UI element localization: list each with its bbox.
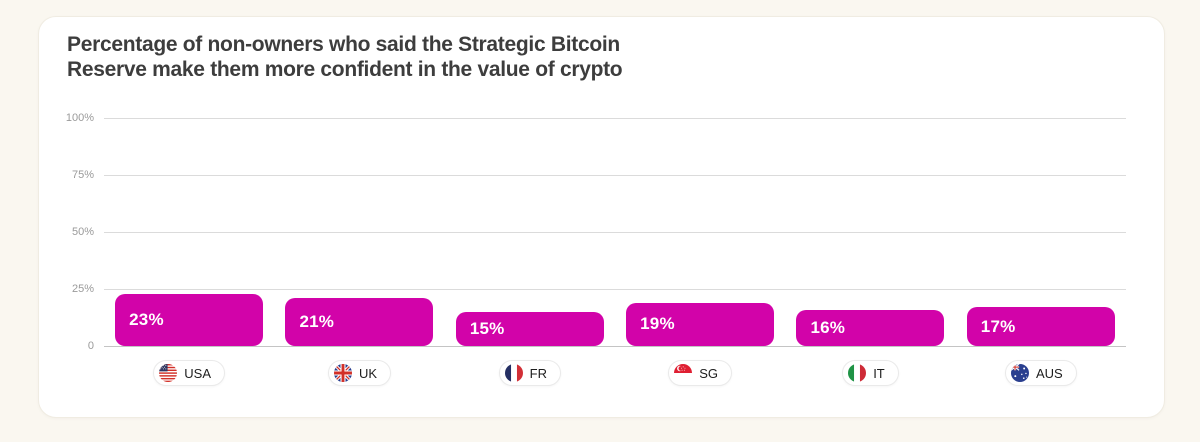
y-tick-label-50: 50% [71, 226, 94, 238]
flag-aus-icon [1010, 364, 1029, 382]
flag-fr-icon [504, 364, 523, 382]
y-tick-label-75: 75% [71, 169, 94, 181]
chart-title-line-2: Reserve make them more confident in the … [67, 58, 623, 82]
chart-title-line-1: Percentage of non-owners who said the St… [67, 33, 620, 56]
flag-usa-icon [159, 364, 178, 382]
bar-slot-uk: 21% [274, 118, 444, 346]
bar-slot-fr: 15% [445, 118, 615, 346]
chart-card: Percentage of non-owners who said the St… [38, 16, 1165, 418]
gridline-50 [104, 232, 1126, 233]
y-tick-label-100: 100% [65, 112, 94, 124]
gridline-75 [104, 175, 1126, 176]
bars-row: 23% 21% 15% 19% 16% 17% [104, 118, 1126, 346]
bar-slot-aus: 17% [956, 118, 1126, 346]
bar-sg: 19% [626, 302, 775, 346]
bar-value-label-aus: 17% [980, 316, 1016, 336]
gridline-0 [104, 346, 1126, 347]
gridline-25 [104, 289, 1126, 290]
pill-slot-aus: AUS [956, 360, 1126, 386]
pill-slot-fr: FR [445, 360, 615, 386]
pill-slot-uk: UK [274, 360, 444, 386]
gridline-100 [104, 118, 1126, 119]
category-pill-it: IT [842, 360, 899, 386]
category-pill-label-it: IT [873, 365, 885, 381]
bar-uk: 21% [285, 298, 434, 346]
category-pill-label-aus: AUS [1035, 365, 1063, 381]
category-pill-aus: AUS [1004, 360, 1077, 386]
category-pill-sg: SG [668, 360, 733, 386]
y-tick-label-25: 25% [71, 283, 94, 295]
bar-slot-sg: 19% [615, 118, 785, 346]
pill-slot-it: IT [785, 360, 955, 386]
bar-usa: 23% [115, 293, 264, 346]
bar-value-label-uk: 21% [299, 312, 335, 332]
bar-slot-it: 16% [785, 118, 955, 346]
pill-slot-sg: SG [615, 360, 785, 386]
bar-it: 16% [796, 309, 945, 346]
bar-value-label-it: 16% [810, 317, 846, 337]
bar-slot-usa: 23% [104, 118, 274, 346]
bar-value-label-usa: 23% [129, 309, 164, 329]
flag-it-icon [848, 364, 867, 382]
category-pill-label-sg: SG [699, 365, 719, 381]
category-pill-label-usa: USA [184, 365, 212, 381]
flag-uk-icon [333, 364, 352, 382]
bar-fr: 15% [455, 311, 604, 346]
flag-sg-icon [674, 364, 693, 382]
bar-aus: 17% [966, 307, 1115, 346]
category-pill-label-fr: FR [529, 365, 547, 381]
plot-area: 23% 21% 15% 19% 16% 17% 0 25% 50% 75% 100% [66, 112, 1126, 352]
category-pills-row: USA UK FR SG IT AUS [104, 360, 1126, 386]
category-pill-fr: FR [498, 360, 561, 386]
pill-slot-usa: USA [104, 360, 274, 386]
category-pill-label-uk: UK [358, 365, 378, 381]
y-tick-label-0: 0 [87, 340, 94, 352]
bar-value-label-sg: 19% [640, 314, 675, 334]
category-pill-usa: USA [153, 360, 226, 386]
chart-title: Percentage of non-owners who said the St… [67, 32, 623, 82]
category-pill-uk: UK [327, 360, 392, 386]
bar-value-label-fr: 15% [469, 318, 505, 338]
